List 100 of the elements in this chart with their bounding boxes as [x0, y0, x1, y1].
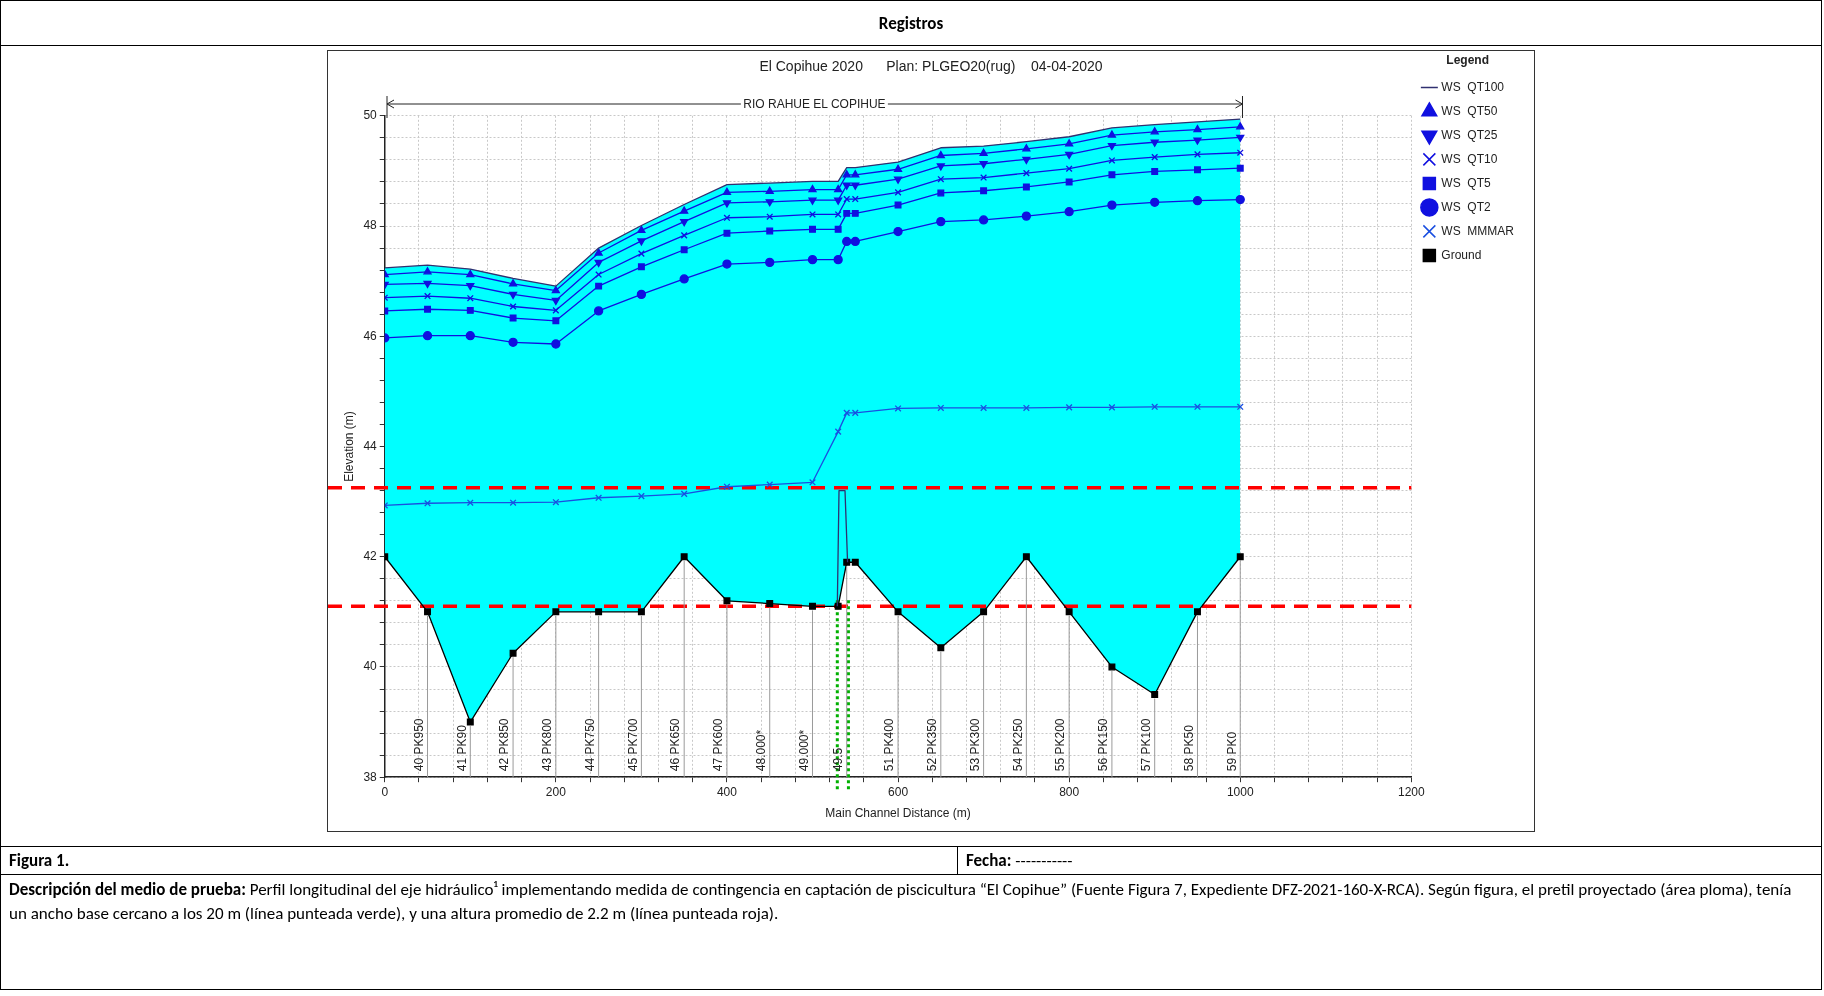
point	[937, 404, 945, 412]
y-axis-title: Elevation (m)	[341, 411, 356, 482]
annotation: 45 PK700	[625, 718, 640, 772]
annotation: 59 PK0	[1224, 731, 1239, 772]
point	[637, 225, 646, 234]
annotation: 49.5	[831, 747, 846, 772]
point	[680, 246, 688, 254]
point	[723, 483, 731, 491]
x-tick-label: 1000	[1226, 784, 1254, 799]
point	[936, 150, 945, 159]
point	[679, 274, 689, 284]
y-tick-label: 42	[363, 549, 378, 564]
point	[1108, 156, 1116, 164]
point	[722, 187, 732, 196]
annotation: 44 PK750	[582, 718, 597, 772]
point	[809, 602, 816, 610]
point	[842, 182, 851, 190]
point	[723, 214, 731, 222]
point	[465, 331, 475, 341]
point	[807, 255, 818, 265]
legend-label: WS QT5	[1441, 175, 1492, 190]
point	[509, 499, 517, 507]
y-tick-label: 46	[363, 328, 378, 343]
point	[551, 285, 560, 294]
point	[1108, 171, 1116, 179]
point	[843, 209, 851, 217]
point	[722, 200, 732, 208]
point	[937, 644, 945, 652]
annotation: 40 PK950	[411, 718, 426, 772]
point	[1150, 139, 1159, 147]
point	[680, 206, 689, 214]
point	[552, 306, 560, 314]
point	[1021, 211, 1032, 221]
point	[833, 255, 843, 265]
point	[808, 197, 817, 205]
point	[1108, 403, 1116, 411]
point	[1107, 142, 1117, 151]
point	[766, 481, 774, 489]
point	[509, 649, 517, 657]
annotation: 46 PK650	[668, 718, 683, 772]
legend-label: WS QT25	[1441, 127, 1498, 142]
point	[1022, 156, 1031, 164]
point	[851, 558, 859, 566]
x-tick-label: 0	[381, 784, 389, 799]
point	[765, 257, 775, 268]
point	[1065, 178, 1073, 186]
point	[466, 282, 475, 291]
point	[1193, 137, 1202, 145]
text: Registros	[0, 0, 1822, 46]
legend-label: WS QT10	[1441, 151, 1498, 166]
point	[1150, 197, 1160, 207]
annotation: 57 PK100	[1139, 718, 1154, 772]
annotation: 48.000*	[754, 729, 769, 772]
annotation: 42 PK850	[497, 718, 512, 772]
point	[680, 231, 688, 239]
annotation: 52 PK350	[925, 718, 940, 772]
x-tick-label: 800	[1059, 784, 1080, 799]
point	[1107, 200, 1117, 210]
annotation: 43 PK800	[540, 718, 555, 772]
point	[637, 238, 646, 246]
point	[723, 597, 731, 605]
y-tick-label: 50	[363, 108, 378, 123]
point	[424, 292, 431, 300]
annotation: 47 PK600	[711, 718, 726, 772]
point	[765, 199, 774, 207]
x-tick-label: 200	[545, 784, 567, 799]
point	[1065, 139, 1074, 147]
point	[1193, 166, 1201, 174]
point	[894, 404, 902, 412]
point	[1151, 153, 1159, 161]
point	[1022, 553, 1030, 561]
point	[722, 259, 732, 269]
point	[723, 229, 731, 237]
point	[637, 263, 645, 271]
point	[508, 279, 518, 287]
x-axis-title: Main Channel Distance (m)	[825, 806, 971, 821]
point	[593, 306, 604, 316]
annotation: 49.000*	[796, 729, 811, 772]
point	[851, 170, 860, 178]
point	[424, 305, 431, 313]
point	[637, 608, 645, 616]
point	[424, 499, 431, 507]
annotation: 41 PK90	[454, 724, 469, 772]
chart-title: El Copihue 2020 Plan: PLGEO20(rug) 04-04-2020	[759, 58, 1103, 75]
point	[1022, 183, 1030, 191]
point	[508, 291, 518, 300]
point	[552, 608, 560, 616]
point	[851, 195, 859, 203]
point	[595, 271, 603, 279]
point	[1193, 403, 1201, 411]
point	[509, 314, 517, 322]
point	[424, 608, 431, 616]
point	[509, 303, 517, 310]
point	[893, 164, 903, 172]
point	[595, 608, 603, 616]
point	[1235, 194, 1245, 205]
point	[1108, 663, 1116, 671]
point	[893, 176, 903, 184]
point	[422, 331, 433, 341]
point	[834, 210, 842, 218]
